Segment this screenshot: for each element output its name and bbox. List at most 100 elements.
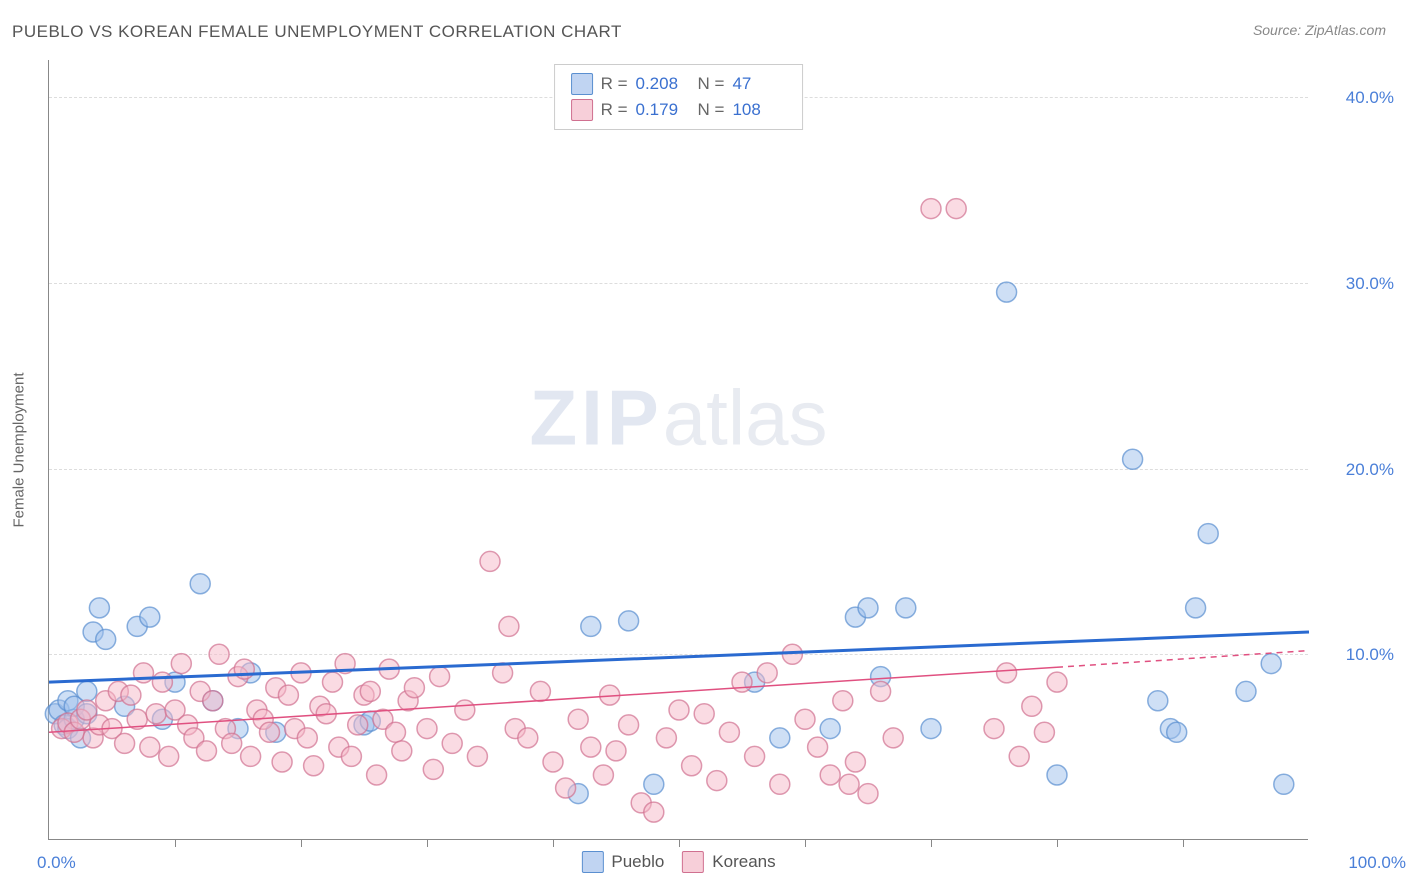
data-point <box>304 756 324 776</box>
data-point <box>719 722 739 742</box>
data-point <box>222 733 242 753</box>
r-value-koreans: 0.179 <box>636 100 690 120</box>
data-point <box>1274 774 1294 794</box>
y-tick-label: 10.0% <box>1314 645 1394 665</box>
data-point <box>997 663 1017 683</box>
data-point <box>115 733 135 753</box>
y-axis-label: Female Unemployment <box>11 372 28 527</box>
source-attribution: Source: ZipAtlas.com <box>1253 22 1386 38</box>
data-point <box>367 765 387 785</box>
data-point <box>543 752 563 772</box>
chart-container: PUEBLO VS KOREAN FEMALE UNEMPLOYMENT COR… <box>0 0 1406 892</box>
data-point <box>1261 654 1281 674</box>
data-point <box>1009 746 1029 766</box>
data-point <box>984 719 1004 739</box>
data-point <box>568 709 588 729</box>
stats-legend: R = 0.208 N = 47 R = 0.179 N = 108 <box>554 64 804 130</box>
data-point <box>348 715 368 735</box>
x-tick <box>1057 839 1058 847</box>
data-point <box>921 719 941 739</box>
data-point <box>820 719 840 739</box>
data-point <box>140 607 160 627</box>
scatter-svg <box>49 60 1308 839</box>
stats-row-pueblo: R = 0.208 N = 47 <box>571 71 787 97</box>
n-label: N = <box>698 100 725 120</box>
legend-label-koreans: Koreans <box>712 852 775 872</box>
data-point <box>480 551 500 571</box>
data-point <box>1123 449 1143 469</box>
data-point <box>833 691 853 711</box>
data-point <box>694 704 714 724</box>
data-point <box>1022 696 1042 716</box>
legend-label-pueblo: Pueblo <box>611 852 664 872</box>
data-point <box>871 681 891 701</box>
data-point <box>455 700 475 720</box>
x-tick <box>553 839 554 847</box>
x-tick <box>1183 839 1184 847</box>
data-point <box>839 774 859 794</box>
data-point <box>946 199 966 219</box>
data-point <box>297 728 317 748</box>
data-point <box>190 574 210 594</box>
x-axis-min-label: 0.0% <box>37 853 76 873</box>
n-value-koreans: 108 <box>732 100 786 120</box>
swatch-pueblo-icon <box>581 851 603 873</box>
plot-area: Female Unemployment ZIPatlas 10.0%20.0%3… <box>48 60 1308 840</box>
data-point <box>606 741 626 761</box>
data-point <box>707 771 727 791</box>
data-point <box>732 672 752 692</box>
legend-item-koreans: Koreans <box>682 851 775 873</box>
data-point <box>808 737 828 757</box>
series-legend: Pueblo Koreans <box>581 851 775 873</box>
data-point <box>499 616 519 636</box>
r-label: R = <box>601 100 628 120</box>
data-point <box>820 765 840 785</box>
data-point <box>430 667 450 687</box>
data-point <box>171 654 191 674</box>
data-point <box>89 598 109 618</box>
data-point <box>209 644 229 664</box>
data-point <box>404 678 424 698</box>
data-point <box>745 746 765 766</box>
data-point <box>1047 765 1067 785</box>
data-point <box>386 722 406 742</box>
y-tick-label: 30.0% <box>1314 274 1394 294</box>
data-point <box>146 704 166 724</box>
data-point <box>360 681 380 701</box>
x-tick <box>427 839 428 847</box>
data-point <box>152 672 172 692</box>
data-point <box>593 765 613 785</box>
data-point <box>1198 524 1218 544</box>
data-point <box>682 756 702 776</box>
swatch-pueblo <box>571 73 593 95</box>
y-tick-label: 40.0% <box>1314 88 1394 108</box>
data-point <box>278 685 298 705</box>
chart-title: PUEBLO VS KOREAN FEMALE UNEMPLOYMENT COR… <box>12 22 622 42</box>
data-point <box>203 691 223 711</box>
legend-item-pueblo: Pueblo <box>581 851 664 873</box>
n-value-pueblo: 47 <box>732 74 786 94</box>
data-point <box>260 722 280 742</box>
swatch-koreans-icon <box>682 851 704 873</box>
x-tick <box>805 839 806 847</box>
data-point <box>619 715 639 735</box>
data-point <box>656 728 676 748</box>
data-point <box>845 752 865 772</box>
data-point <box>581 737 601 757</box>
data-point <box>77 681 97 701</box>
data-point <box>272 752 292 772</box>
x-tick <box>301 839 302 847</box>
data-point <box>417 719 437 739</box>
data-point <box>581 616 601 636</box>
data-point <box>997 282 1017 302</box>
x-axis-max-label: 100.0% <box>1348 853 1406 873</box>
data-point <box>1148 691 1168 711</box>
data-point <box>644 802 664 822</box>
trend-line <box>49 632 1309 682</box>
data-point <box>140 737 160 757</box>
data-point <box>669 700 689 720</box>
data-point <box>921 199 941 219</box>
data-point <box>530 681 550 701</box>
r-label: R = <box>601 74 628 94</box>
data-point <box>883 728 903 748</box>
